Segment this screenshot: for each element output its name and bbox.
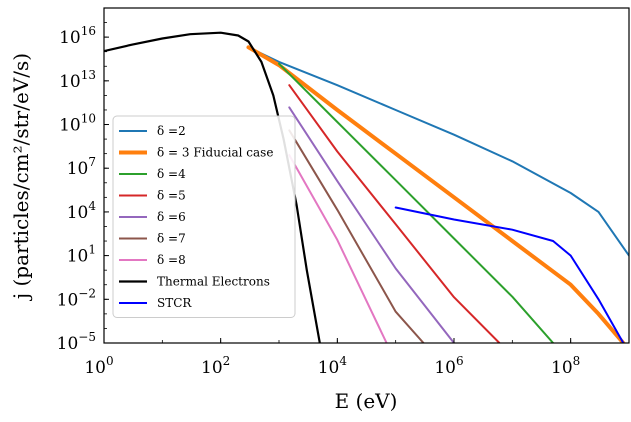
series-line-6 [288, 129, 425, 343]
tick-exponent: 10 [81, 112, 96, 126]
legend-label: STCR [157, 296, 192, 310]
series-line-3 [278, 62, 555, 343]
legend-label: δ =7 [157, 232, 186, 246]
tick-base: 10 [201, 358, 223, 378]
series-line-1 [247, 46, 629, 257]
y-tick-label: 1013 [59, 68, 96, 92]
series-line-8 [104, 31, 321, 343]
tick-base: 10 [67, 159, 89, 179]
legend-label: δ =6 [157, 210, 186, 224]
legend-label: δ =2 [157, 124, 186, 138]
tick-exponent: 0 [106, 354, 114, 368]
tick-exponent: 4 [339, 354, 347, 368]
x-axis-label: E (eV) [335, 389, 398, 413]
legend: δ =2 δ = 3 Fiducial case δ =4 δ =5 δ =6 δ =7 δ… [112, 115, 296, 318]
tick-exponent: 6 [456, 354, 464, 368]
legend-label: δ =5 [157, 189, 186, 203]
series-layer [104, 31, 629, 343]
y-axis-label: j (particles/cm²/str/eV/s) [9, 53, 33, 301]
x-tick-label: 108 [551, 354, 580, 378]
tick-base: 10 [59, 28, 81, 48]
tick-exponent: 1 [88, 243, 96, 257]
tick-exponent: 2 [223, 354, 231, 368]
legend-box [112, 115, 296, 318]
x-tick-label: 106 [434, 354, 463, 378]
legend-label: δ =4 [157, 167, 186, 181]
tick-base: 10 [59, 116, 81, 136]
legend-label: δ =8 [157, 253, 186, 267]
tick-exponent: 7 [88, 155, 96, 169]
plot-frame [103, 7, 630, 344]
y-tick-label: 1016 [59, 24, 96, 48]
series-line-4 [288, 84, 501, 343]
y-tick-label: 1010 [59, 112, 96, 136]
tick-exponent: −2 [78, 286, 96, 300]
series-line-7 [288, 154, 388, 343]
y-tick-label: 101 [67, 243, 96, 267]
series-line-9 [394, 206, 625, 343]
tick-exponent: 13 [81, 68, 96, 82]
series-line-5 [288, 106, 455, 343]
x-tick-label: 100 [84, 354, 113, 378]
x-tick-label: 102 [201, 354, 230, 378]
y-tick-label: 10−2 [57, 286, 96, 310]
x-tick-label: 104 [318, 354, 348, 378]
tick-base: 10 [57, 290, 79, 310]
legend-label: Thermal Electrons [157, 275, 270, 289]
y-tick-label: 104 [67, 199, 97, 223]
tick-base: 10 [59, 72, 81, 92]
tick-exponent: 4 [88, 199, 96, 213]
legend-label: δ = 3 Fiducial case [157, 146, 273, 160]
series-line-2 [246, 45, 626, 343]
tick-base: 10 [57, 334, 79, 354]
y-tick-label: 107 [67, 155, 96, 179]
y-tick-label: 10−5 [57, 330, 96, 354]
tick-base: 10 [67, 247, 89, 267]
tick-base: 10 [551, 358, 573, 378]
tick-exponent: 16 [81, 24, 96, 38]
tick-base: 10 [67, 203, 89, 223]
tick-exponent: −5 [78, 330, 96, 344]
ticks-layer: 100 102 104 106 10810−510−210110410710101013… [57, 7, 630, 378]
tick-base: 10 [84, 358, 106, 378]
tick-base: 10 [318, 358, 340, 378]
tick-base: 10 [434, 358, 456, 378]
tick-exponent: 8 [573, 354, 581, 368]
